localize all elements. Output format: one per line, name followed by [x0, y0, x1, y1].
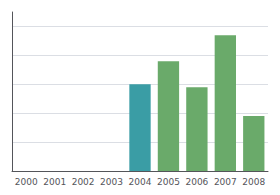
svg-text:2008: 2008 — [242, 177, 265, 187]
svg-text:2007: 2007 — [214, 177, 237, 187]
svg-text:2004: 2004 — [129, 177, 152, 187]
svg-text:2001: 2001 — [43, 177, 66, 187]
svg-text:2000: 2000 — [15, 177, 38, 187]
svg-text:2006: 2006 — [185, 177, 208, 187]
svg-text:2005: 2005 — [157, 177, 180, 187]
svg-text:2002: 2002 — [72, 177, 95, 187]
svg-text:2003: 2003 — [100, 177, 123, 187]
